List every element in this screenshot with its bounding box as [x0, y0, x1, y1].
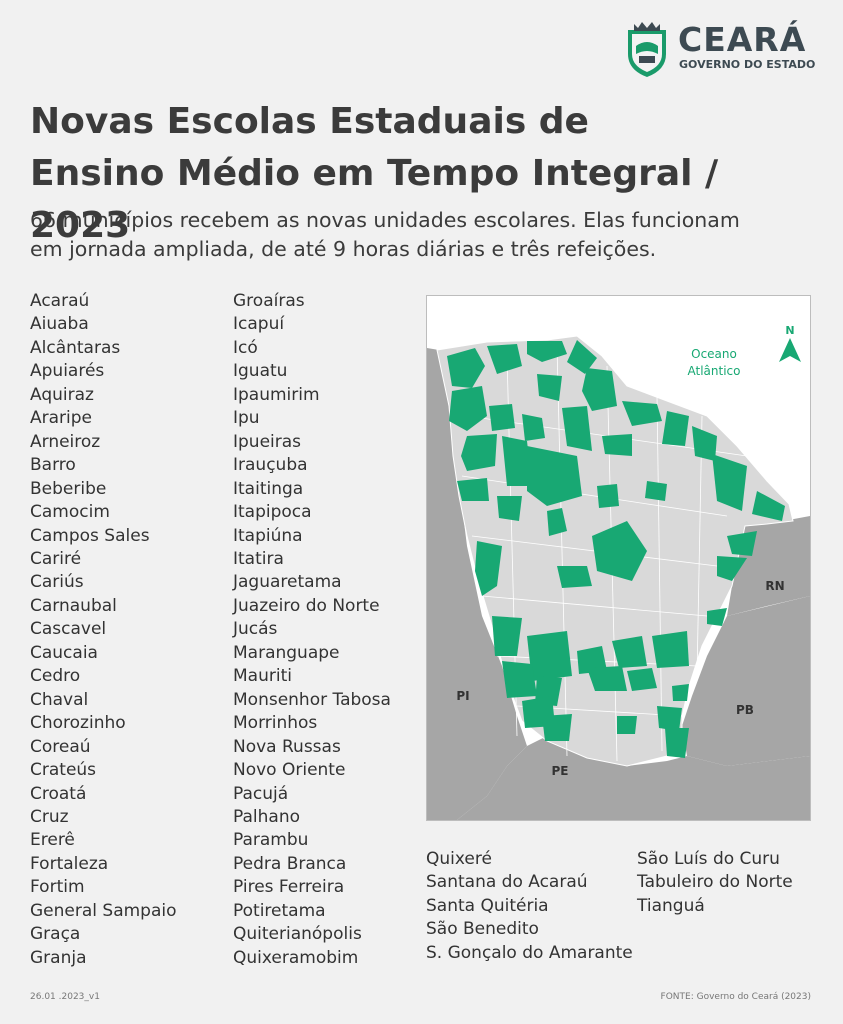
page-title: Novas Escolas Estaduais de Ensino Médio … — [30, 96, 820, 252]
municipality-item: Jucás — [233, 619, 278, 640]
municipality-item: Aiuaba — [30, 314, 89, 335]
municipality-item: Acaraú — [30, 291, 90, 311]
state-label-pe: PE — [552, 764, 569, 778]
municipality-item: Juazeiro do Norte — [233, 595, 380, 616]
coat-of-arms-icon — [628, 22, 666, 77]
municipality-item: Fortim — [30, 877, 85, 898]
municipality-item: General Sampaio — [30, 900, 177, 921]
municipality-item: Pedra Branca — [233, 853, 347, 874]
north-label: N — [785, 324, 794, 337]
municipality-item: Maranguape — [233, 642, 340, 663]
municipality-item: Coreaú — [30, 736, 91, 757]
municipality-item: Camocim — [30, 502, 110, 523]
ocean-label-2: Atlântico — [688, 364, 741, 378]
municipality-item: Quixeré — [426, 849, 492, 869]
municipality-item: Granja — [30, 947, 87, 968]
municipality-item: Iguatu — [233, 361, 288, 382]
municipality-item: Cascavel — [30, 619, 107, 640]
logo-subtitle: GOVERNO DO ESTADO — [679, 58, 816, 71]
municipality-item: São Benedito — [426, 919, 539, 940]
page-subtitle: 66 municípios recebem as novas unidades … — [30, 206, 820, 264]
municipality-item: Beberibe — [30, 478, 107, 499]
highlighted-municipalities — [447, 340, 785, 758]
subtitle-line-2: em jornada ampliada, de até 9 horas diár… — [30, 237, 657, 261]
municipality-item: Cedro — [30, 666, 81, 687]
state-label-rn: RN — [765, 579, 784, 593]
ocean-label-1: Oceano — [691, 347, 737, 361]
municipality-item: Tianguá — [637, 895, 705, 916]
ceara-map: Oceano Atlântico N RN PB PE PI — [426, 295, 811, 821]
municipality-item: Ipaumirim — [233, 384, 320, 405]
municipality-item: Quiterianópolis — [233, 924, 362, 945]
municipality-item: Quixeramobim — [233, 947, 359, 968]
municipality-item: Crateús — [30, 760, 97, 781]
municipality-item: Pacujá — [233, 783, 289, 804]
municipality-item: Itapipoca — [233, 502, 312, 523]
municipality-item: São Luís do Curu — [637, 849, 780, 869]
title-line-1: Novas Escolas Estaduais de — [30, 101, 589, 142]
municipality-item: Cruz — [30, 806, 69, 827]
municipality-item: Palhano — [233, 806, 300, 827]
municipality-item: Santana do Acaraú — [426, 872, 588, 893]
municipality-item: Ipueiras — [233, 431, 302, 452]
municipality-item: Pires Ferreira — [233, 877, 345, 898]
municipality-list-col4: São Luís do Curu Tabuleiro do Norte Tiangu… — [637, 848, 793, 918]
municipality-item: S. Gonçalo do Amarante — [426, 942, 633, 963]
municipality-item: Cariré — [30, 548, 82, 569]
municipality-item: Barro — [30, 455, 76, 476]
municipality-item: Aquiraz — [30, 384, 94, 405]
source-label: FONTE: Governo do Ceará (2023) — [660, 992, 811, 1002]
municipality-item: Cariús — [30, 572, 84, 593]
municipality-item: Alcântaras — [30, 337, 121, 358]
map-svg: Oceano Atlântico N RN PB PE PI — [427, 296, 810, 820]
municipality-item: Itatira — [233, 548, 284, 569]
municipality-item: Irauçuba — [233, 455, 308, 476]
municipality-item: Jaguaretama — [233, 572, 342, 593]
municipality-item: Caucaia — [30, 642, 98, 663]
municipality-item: Itaitinga — [233, 478, 304, 499]
municipality-item: Chaval — [30, 689, 89, 710]
municipality-item: Potiretama — [233, 900, 326, 921]
municipality-item: Parambu — [233, 830, 309, 851]
title-line-2: Ensino Médio em Tempo Integral / 2023 — [30, 153, 719, 246]
municipality-item: Campos Sales — [30, 525, 150, 546]
state-label-pi: PI — [456, 689, 469, 703]
municipality-list-col1: Acaraú Aiuaba Alcântaras Apuiarés Aquiraz Ara… — [30, 290, 177, 970]
version-label: 26.01 .2023_v1 — [30, 992, 100, 1002]
municipality-item: Morrinhos — [233, 713, 318, 734]
municipality-item: Araripe — [30, 408, 92, 429]
municipality-item: Monsenhor Tabosa — [233, 689, 391, 710]
municipality-item: Groaíras — [233, 291, 305, 311]
municipality-item: Arneiroz — [30, 431, 101, 452]
municipality-item: Mauriti — [233, 666, 292, 687]
municipality-item: Fortaleza — [30, 853, 109, 874]
municipality-item: Carnaubal — [30, 595, 117, 616]
municipality-item: Santa Quitéria — [426, 895, 549, 916]
municipality-list-col2: Groaíras Icapuí Icó Iguatu Ipaumirim Ipu Ipuei… — [233, 290, 391, 970]
subtitle-line-1: 66 municípios recebem as novas unidades … — [30, 208, 740, 232]
municipality-item: Graça — [30, 924, 81, 945]
municipality-item: Nova Russas — [233, 736, 341, 757]
municipality-item: Apuiarés — [30, 361, 105, 382]
neighbor-pe — [457, 736, 810, 820]
municipality-item: Icó — [233, 337, 258, 358]
municipality-item: Tabuleiro do Norte — [637, 872, 793, 893]
municipality-item: Novo Oriente — [233, 760, 346, 781]
ceara-logo: CEARÁ GOVERNO DO ESTADO — [624, 20, 824, 80]
municipality-item: Ipu — [233, 408, 260, 429]
north-arrow-icon — [779, 338, 801, 362]
municipality-list-col3: Quixeré Santana do Acaraú Santa Quitéria Sã… — [426, 848, 633, 965]
municipality-item: Croatá — [30, 783, 87, 804]
municipality-item: Icapuí — [233, 314, 285, 335]
municipality-item: Ererê — [30, 830, 75, 851]
logo-name: CEARÁ — [678, 20, 807, 59]
neighbor-pb — [682, 596, 810, 766]
state-label-pb: PB — [736, 703, 754, 717]
municipality-item: Chorozinho — [30, 713, 126, 734]
municipality-item: Itapiúna — [233, 525, 303, 546]
neighbor-piaui — [427, 348, 527, 820]
